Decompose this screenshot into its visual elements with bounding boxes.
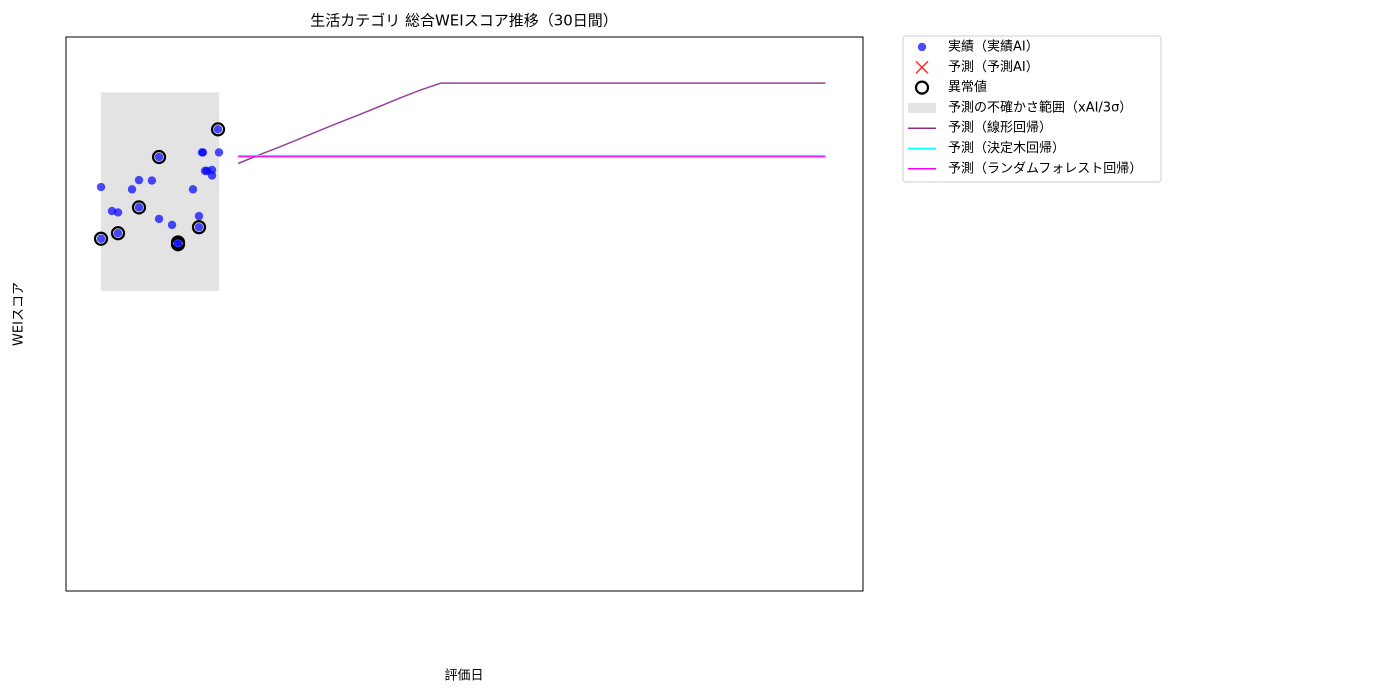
- point: [194, 223, 204, 232]
- point: [113, 229, 123, 238]
- legend-label: 予測（ランダムフォレスト回帰）: [948, 160, 1142, 176]
- outlier-ring: [170, 237, 186, 252]
- point: [188, 185, 198, 194]
- legend-frame: [902, 35, 1162, 183]
- point: [207, 165, 217, 175]
- point: [214, 148, 224, 157]
- point: [198, 148, 208, 157]
- legend-label: 異常値: [948, 79, 987, 95]
- legend-label: 予測（予測AI）: [948, 60, 1039, 75]
- chart-title: 生活カテゴリ 総合WEIスコア推移（30日間）: [310, 12, 618, 30]
- y-axis-label: WEIスコア: [12, 282, 27, 346]
- point: [96, 182, 106, 192]
- legend-label: 実績（実績AI）: [948, 39, 1039, 55]
- legend-swatch: [915, 60, 929, 74]
- point: [127, 185, 137, 194]
- x-axis-label: 評価日: [444, 669, 483, 684]
- point: [173, 240, 183, 249]
- point: [167, 220, 177, 230]
- point: [194, 211, 204, 221]
- legend-label: 予測（決定木回帰）: [948, 140, 1065, 156]
- line: [237, 82, 826, 165]
- point: [213, 125, 223, 134]
- point: [134, 203, 144, 212]
- point: [154, 152, 164, 162]
- legend-label: 予測（線形回帰）: [948, 120, 1052, 136]
- legend-label: 予測の不確かさ範囲（xAI/3σ）: [948, 99, 1132, 115]
- outlier-ring: [210, 122, 226, 137]
- point: [147, 176, 157, 185]
- outlier-ring: [110, 226, 126, 241]
- outlier-ring: [191, 220, 207, 235]
- legend-swatch: [908, 102, 936, 113]
- legend-swatch: [917, 42, 927, 52]
- point: [113, 208, 123, 217]
- legend-swatch: [914, 80, 930, 95]
- plot-area: [93, 82, 826, 291]
- uncertainty-band: [101, 92, 220, 291]
- point: [134, 175, 144, 185]
- outlier-ring: [131, 200, 147, 215]
- point: [154, 214, 164, 224]
- outlier-ring: [93, 231, 109, 246]
- plot-frame: [65, 36, 864, 592]
- point: [96, 234, 106, 243]
- outlier-ring: [151, 149, 167, 165]
